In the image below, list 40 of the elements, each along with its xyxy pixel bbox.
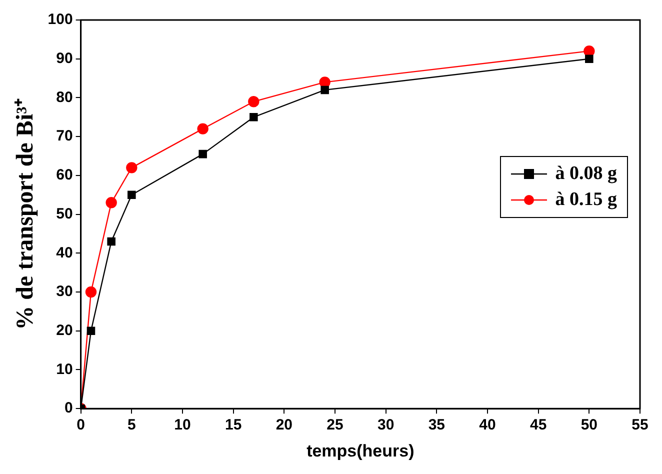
y-tick-label: 50: [56, 205, 73, 222]
x-tick-label: 25: [326, 416, 344, 434]
x-tick-label: 15: [224, 416, 242, 434]
x-tick-label: 35: [428, 416, 446, 434]
x-tick-label: 10: [174, 416, 191, 434]
y-axis-title: % de transport de Bi³⁺: [12, 98, 39, 330]
y-tick-label: 40: [56, 244, 73, 262]
point: [585, 54, 594, 63]
x-tick-label: 5: [127, 416, 136, 434]
x-axis-title: temps(heurs): [306, 441, 414, 460]
point: [198, 150, 207, 158]
point: [248, 96, 260, 108]
point: [320, 86, 329, 94]
x-tick-label: 50: [580, 416, 598, 434]
x-tick-label: 0: [76, 416, 85, 434]
point: [250, 113, 258, 122]
y-tick-label: 70: [56, 128, 73, 145]
y-tick-label: 10: [56, 360, 73, 378]
x-tick-label: 55: [632, 416, 648, 434]
point: [107, 237, 116, 246]
y-tick-label: 80: [56, 88, 73, 106]
y-tick-label: 20: [56, 322, 73, 340]
legend-label: à 0.08 g: [555, 162, 617, 186]
point: [85, 286, 97, 298]
x-tick-label: 30: [377, 416, 394, 434]
y-tick-label: 0: [64, 400, 73, 417]
point: [197, 123, 208, 134]
point: [86, 326, 96, 336]
point: [126, 162, 138, 174]
y-tick-label: 30: [56, 283, 73, 300]
point: [106, 197, 117, 208]
y-tick-label: 60: [56, 166, 73, 184]
x-tick-label: 40: [479, 416, 496, 434]
y-tick-label: 100: [48, 11, 73, 28]
x-tick-label: 45: [530, 416, 547, 434]
y-tick-label: 90: [56, 50, 73, 67]
x-tick-label: 20: [276, 416, 293, 434]
point: [319, 76, 330, 88]
point: [128, 190, 136, 200]
legend-label: à 0.15 g: [555, 188, 617, 212]
